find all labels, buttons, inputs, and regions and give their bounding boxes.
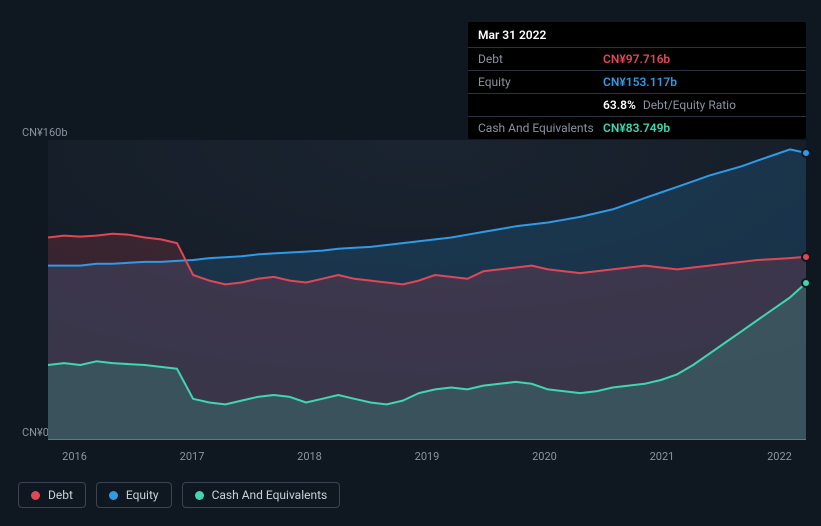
y-tick-max: CN¥160b [22,126,68,139]
tooltip-row: EquityCN¥153.117b [468,71,806,94]
tooltip-row-value: CN¥83.749b [603,121,670,135]
tooltip-row: Cash And EquivalentsCN¥83.749b [468,117,806,139]
tooltip-row-label: Debt [478,52,603,66]
legend-item[interactable]: Equity [96,482,172,508]
tooltip-row-value: CN¥97.716b [603,52,670,66]
tooltip-row-sub: Debt/Equity Ratio [640,98,736,112]
x-tick: 2016 [62,450,87,463]
legend-label: Cash And Equivalents [212,488,328,502]
tooltip-row-label: Cash And Equivalents [478,121,603,135]
chart-container: Mar 31 2022 DebtCN¥97.716bEquityCN¥153.1… [0,0,821,526]
x-tick: 2022 [767,450,792,463]
legend-swatch-icon [109,491,118,500]
legend-label: Debt [48,488,73,502]
x-tick: 2019 [415,450,440,463]
x-tick: 2017 [180,450,205,463]
tooltip-date: Mar 31 2022 [468,22,806,48]
legend-swatch-icon [31,491,40,500]
x-tick: 2020 [532,450,557,463]
tooltip-row-label: Equity [478,75,603,89]
tooltip-row-label [478,98,603,112]
x-axis: 2016 2017 2018 2019 2020 2021 2022 [48,450,806,466]
chart-tooltip: Mar 31 2022 DebtCN¥97.716bEquityCN¥153.1… [468,22,806,139]
legend-swatch-icon [195,491,204,500]
legend-item[interactable]: Cash And Equivalents [182,482,341,508]
legend-item[interactable]: Debt [18,482,86,508]
legend-label: Equity [126,488,159,502]
series-end-dot [801,148,811,158]
x-tick: 2021 [650,450,675,463]
y-tick-min: CN¥0 [22,426,49,439]
chart-legend: Debt Equity Cash And Equivalents [18,482,340,508]
series-end-dot [801,278,811,288]
chart-plot[interactable] [48,140,806,440]
tooltip-row: DebtCN¥97.716b [468,48,806,71]
series-end-dot [801,252,811,262]
tooltip-row-value: 63.8% Debt/Equity Ratio [603,98,736,112]
tooltip-row: 63.8% Debt/Equity Ratio [468,94,806,117]
x-tick: 2018 [297,450,322,463]
tooltip-row-value: CN¥153.117b [603,75,677,89]
